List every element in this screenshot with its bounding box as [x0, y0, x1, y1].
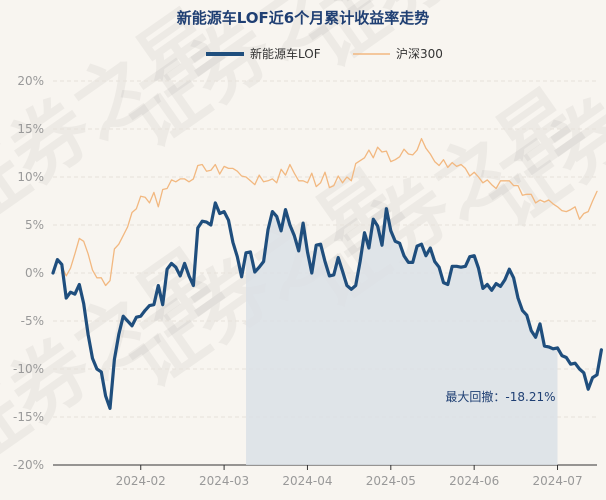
y-tick-label: -20%	[13, 458, 44, 472]
plot-area: 最大回撤：-18.21%	[51, 137, 604, 465]
drawdown-annotation: 最大回撤：-18.21%	[445, 389, 555, 404]
x-tick-label: 2024-02	[116, 474, 166, 488]
x-tick-label: 2024-04	[282, 474, 332, 488]
drawdown-area	[246, 208, 558, 465]
legend-label-index: 沪深300	[396, 47, 443, 61]
x-tick-label: 2024-05	[366, 474, 416, 488]
legend-label-fund: 新能源车LOF	[250, 46, 321, 61]
series-line-fund	[51, 201, 604, 410]
y-tick-label: -15%	[13, 410, 44, 424]
chart-title: 新能源车LOF近6个月累计收益率走势	[177, 9, 429, 27]
legend: 新能源车LOF 沪深300	[206, 46, 443, 61]
x-tick-label: 2024-07	[532, 474, 582, 488]
y-axis-ticks: 20% 15% 10% 5% 0% -5% -10% -15% -20%	[13, 74, 44, 472]
watermark-text: 证券之星	[469, 0, 606, 6]
x-axis-ticks: 2024-02 2024-03 2024-04 2024-05 2024-06 2024-…	[116, 465, 583, 488]
x-tick-label: 2024-03	[199, 474, 249, 488]
y-tick-label: -5%	[21, 314, 44, 328]
y-tick-label: 10%	[17, 170, 44, 184]
y-tick-label: 0%	[25, 266, 44, 280]
y-tick-label: 15%	[17, 122, 44, 136]
x-tick-label: 2024-06	[449, 474, 499, 488]
y-tick-label: -10%	[13, 362, 44, 376]
series-line-hs300	[52, 137, 598, 287]
y-tick-label: 5%	[25, 218, 44, 232]
y-tick-label: 20%	[17, 74, 44, 88]
